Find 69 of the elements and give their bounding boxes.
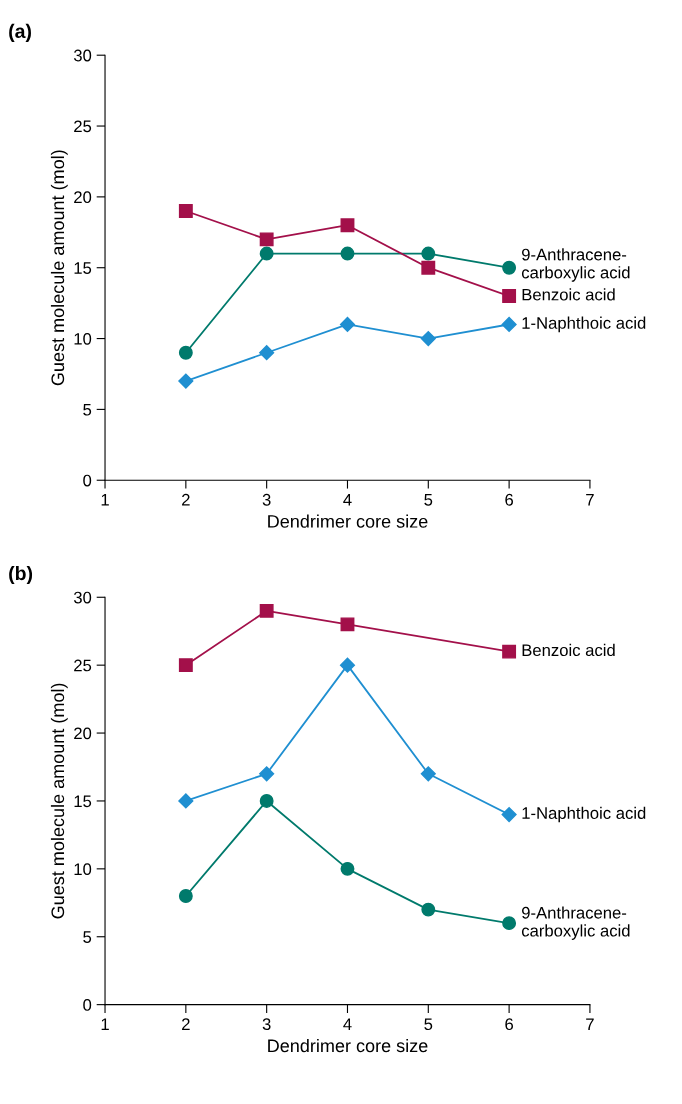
point <box>340 861 355 876</box>
y-axis-title: Guest molecule amount (mol) <box>50 150 68 386</box>
point <box>178 793 194 809</box>
point <box>259 603 274 618</box>
y-tick-label: 25 <box>74 120 92 133</box>
point <box>502 916 517 931</box>
text: (a) <box>9 23 31 42</box>
series-label: 9-Anthracene- carboxylic acid <box>521 248 630 282</box>
x-tick-label: 6 <box>505 1018 514 1031</box>
x-tick-label: 6 <box>505 493 514 506</box>
point <box>421 246 436 261</box>
point <box>501 316 517 332</box>
point <box>259 766 275 782</box>
y-tick-label: 0 <box>83 474 92 487</box>
y-tick-label: 0 <box>83 999 92 1011</box>
point <box>178 889 193 903</box>
x-tick-label: 4 <box>343 1018 352 1030</box>
x-tick-label: 7 <box>586 494 594 506</box>
point <box>259 246 274 261</box>
x-tick-label: 1 <box>101 1018 109 1030</box>
x-tick-label: 2 <box>182 493 190 506</box>
point <box>502 260 517 275</box>
point <box>339 316 356 332</box>
point <box>340 218 355 233</box>
series-label: Benzoic acid <box>522 643 615 657</box>
series-label: Benzoic acid <box>522 288 615 301</box>
x-tick-label: 1 <box>101 494 109 506</box>
point <box>259 794 274 808</box>
y-tick-label: 10 <box>74 863 92 876</box>
point <box>420 766 436 782</box>
y-tick-label: 15 <box>74 795 92 808</box>
point <box>421 260 436 275</box>
y-tick-label: 20 <box>74 191 92 204</box>
point <box>420 330 436 347</box>
x-axis-title: Dendrimer core size <box>268 514 428 528</box>
point <box>259 345 275 361</box>
y-tick-label: 10 <box>74 332 92 345</box>
x-tick-label: 7 <box>586 1018 594 1030</box>
point <box>502 289 517 304</box>
x-tick-label: 2 <box>182 1018 190 1030</box>
y-tick-label: 15 <box>74 262 92 274</box>
x-tick-label: 3 <box>262 493 271 506</box>
x-tick-label: 4 <box>343 494 352 506</box>
x-tick-label: 3 <box>262 1018 271 1031</box>
text: (b) <box>9 565 33 585</box>
point <box>339 657 356 673</box>
point <box>178 345 193 360</box>
point <box>259 232 274 247</box>
point <box>501 806 517 823</box>
y-tick-label: 30 <box>73 49 92 62</box>
point <box>340 617 355 632</box>
x-axis-title: Dendrimer core size <box>268 1038 428 1053</box>
x-tick-label: 5 <box>424 494 433 506</box>
y-tick-label: 5 <box>83 403 92 416</box>
point <box>178 658 193 673</box>
y-axis-title: Guest molecule amount (mol) <box>50 683 68 919</box>
y-tick-label: 25 <box>74 659 92 672</box>
point <box>178 204 193 218</box>
point <box>340 246 355 261</box>
point <box>421 902 436 917</box>
point <box>502 644 517 659</box>
point <box>178 373 194 389</box>
x-tick-label: 5 <box>424 1018 433 1031</box>
series-label: 9-Anthracene- carboxylic acid <box>521 906 630 940</box>
y-tick-label: 20 <box>74 727 92 740</box>
series-label: 1-Naphthoic acid <box>522 316 646 333</box>
y-tick-label: 5 <box>83 931 92 943</box>
y-tick-label: 30 <box>73 591 92 604</box>
series-label: 1-Naphthoic acid <box>522 806 646 823</box>
